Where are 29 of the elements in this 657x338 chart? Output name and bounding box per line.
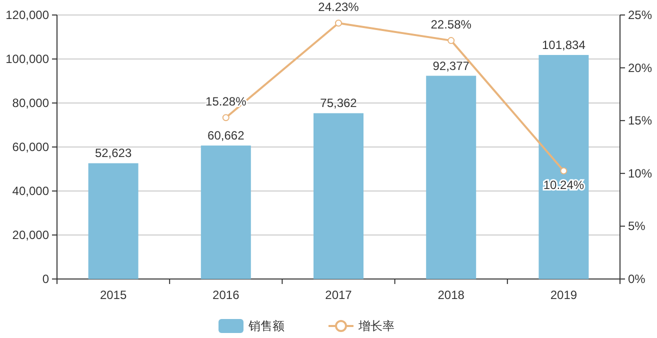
ytick: 20,000 (12, 228, 49, 242)
y2tick: 15% (628, 114, 652, 128)
data-label: 10.24% (543, 178, 584, 192)
ytick: 60,000 (12, 140, 49, 154)
data-label: 101,834 (542, 38, 586, 52)
xtick: 2018 (438, 288, 464, 302)
data-label: 60,662 (208, 128, 244, 143)
y2tick: 20% (628, 60, 652, 75)
ytick: 120,000 (6, 8, 49, 22)
xtick: 2015 (100, 288, 127, 302)
data-label: 92,377 (432, 58, 470, 73)
xtick: 2016 (212, 288, 240, 302)
y2tick: 0% (628, 272, 646, 286)
y2tick: 5% (628, 219, 646, 234)
legend-label: 销售额 (248, 319, 284, 333)
ytick: 0 (42, 272, 49, 286)
ytick: 40,000 (12, 184, 49, 198)
xtick: 2019 (550, 288, 578, 302)
y2tick: 10% (628, 166, 652, 180)
data-label: 52,623 (94, 146, 132, 160)
data-label: 24.23% (318, 0, 359, 14)
data-label: 15.28% (206, 94, 246, 109)
ytick: 100,000 (6, 52, 49, 66)
data-label: 75,362 (320, 96, 357, 110)
ytick: 80,000 (12, 96, 49, 110)
legend-label: 增长率 (358, 319, 394, 333)
y2tick: 25% (628, 8, 652, 22)
data-label: 22.58% (430, 18, 472, 32)
xtick: 2017 (325, 288, 352, 302)
